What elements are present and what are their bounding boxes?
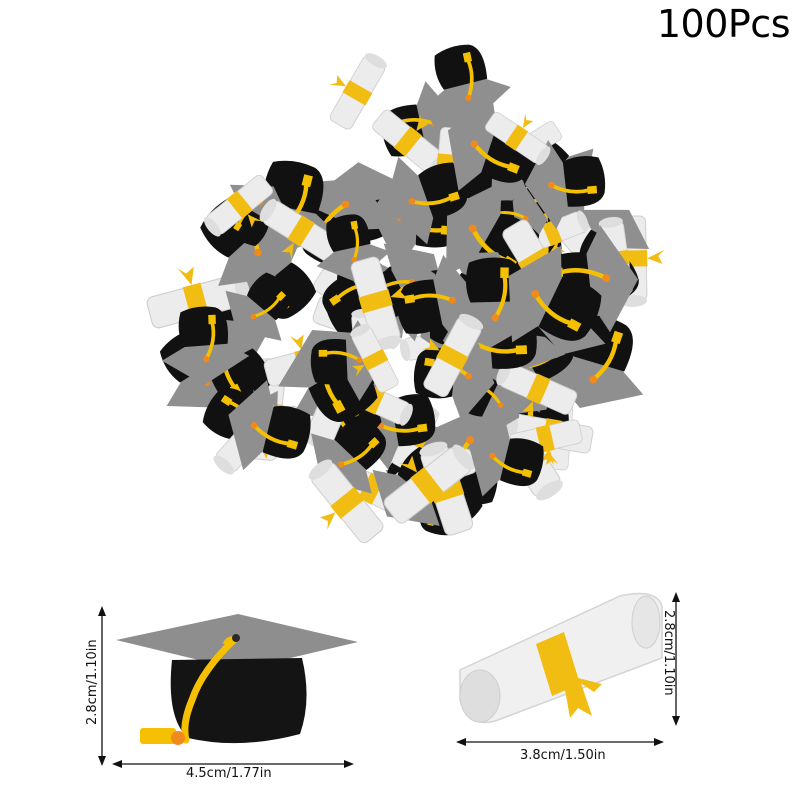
product-title: 100Pcs [656,2,791,46]
confetti-scroll-icon [290,454,387,558]
confetti-pile-image [136,34,666,558]
diploma-height-label: 2.8cm/1.10in [661,610,676,696]
graduation-cap-icon [116,614,358,745]
diploma-detail-illustration [456,592,680,746]
cap-detail-illustration [98,606,358,768]
diploma-width-label: 3.8cm/1.50in [520,748,606,763]
cap-height-label: 2.8cm/1.10in [85,639,100,725]
cap-width-label: 4.5cm/1.77in [186,766,272,781]
diploma-scroll-icon [459,592,663,724]
